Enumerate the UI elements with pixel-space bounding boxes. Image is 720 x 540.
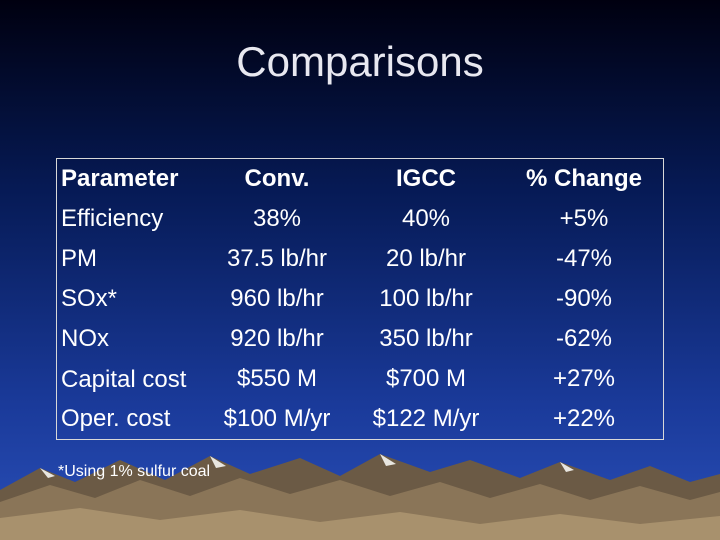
table-row: Efficiency 38% 40% +5%: [57, 199, 664, 239]
cell-parameter: Efficiency: [61, 205, 164, 232]
cell-igcc: 20 lb/hr: [385, 245, 467, 272]
header-igcc: IGCC: [396, 165, 456, 192]
cell-conv: 960 lb/hr: [230, 285, 324, 312]
cell-parameter: SOx*: [61, 285, 118, 312]
header-percent-change: % Change: [525, 165, 642, 192]
cell-change: +5%: [559, 205, 609, 232]
cell-parameter: NOx: [61, 325, 109, 352]
cell-change: +27%: [552, 365, 616, 392]
table-row: Oper. cost $100 M/yr $122 M/yr +22%: [57, 399, 664, 440]
cell-conv: $550 M: [236, 365, 318, 392]
cell-conv: 37.5 lb/hr: [226, 245, 328, 272]
cell-igcc: $122 M/yr: [372, 405, 480, 432]
cell-change: +22%: [552, 405, 616, 432]
cell-igcc: 40%: [401, 205, 451, 232]
table-row: Capital cost $550 M $700 M +27%: [57, 359, 664, 399]
cell-conv: 38%: [252, 205, 302, 232]
table-row: NOx 920 lb/hr 350 lb/hr -62%: [57, 319, 664, 359]
footnote: *Using 1% sulfur coal: [58, 463, 211, 480]
cell-conv: 920 lb/hr: [230, 325, 324, 352]
cell-igcc: $700 M: [385, 365, 467, 392]
cell-parameter: PM: [61, 245, 97, 272]
header-conv: Conv.: [244, 165, 310, 192]
mountain-range-illustration: [0, 454, 720, 540]
cell-parameter: Oper. cost: [61, 405, 171, 432]
cell-change: -47%: [555, 245, 613, 272]
cell-change: -90%: [555, 285, 613, 312]
table-row: PM 37.5 lb/hr 20 lb/hr -47%: [57, 239, 664, 279]
slide-title: Comparisons: [236, 38, 484, 85]
cell-igcc: 100 lb/hr: [379, 285, 473, 312]
header-parameter: Parameter: [61, 165, 179, 192]
cell-parameter: Capital cost: [61, 366, 187, 393]
cell-conv: $100 M/yr: [223, 405, 331, 432]
table-row: SOx* 960 lb/hr 100 lb/hr -90%: [57, 279, 664, 319]
table-header-row: Parameter Conv. IGCC % Change: [57, 159, 664, 200]
cell-igcc: 350 lb/hr: [379, 325, 473, 352]
comparison-table: Parameter Conv. IGCC % Change Efficiency…: [56, 158, 664, 440]
cell-change: -62%: [555, 325, 613, 352]
